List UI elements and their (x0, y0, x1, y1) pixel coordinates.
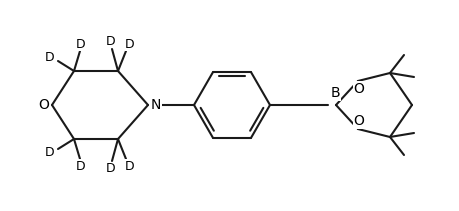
Text: D: D (45, 50, 55, 64)
Text: N: N (151, 98, 161, 112)
Text: D: D (125, 160, 134, 173)
Text: B: B (330, 86, 339, 100)
Text: D: D (76, 160, 86, 173)
Text: O: O (353, 114, 364, 128)
Text: D: D (125, 38, 134, 50)
Text: O: O (39, 98, 49, 112)
Text: D: D (106, 162, 116, 176)
Text: D: D (45, 146, 55, 158)
Text: D: D (76, 38, 86, 50)
Text: D: D (106, 35, 116, 47)
Text: O: O (353, 82, 364, 96)
